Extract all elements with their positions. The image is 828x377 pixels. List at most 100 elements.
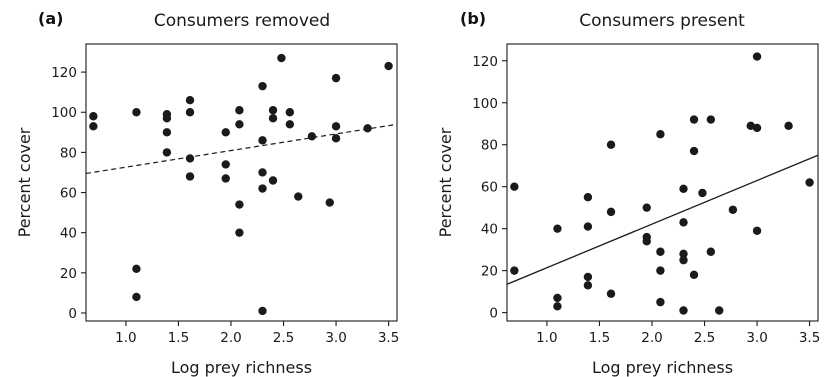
data-point bbox=[583, 192, 593, 202]
data-point bbox=[689, 270, 699, 280]
data-point bbox=[679, 306, 688, 315]
data-point bbox=[698, 188, 707, 198]
data-point bbox=[331, 73, 341, 83]
y-tick-label: 20 bbox=[481, 264, 498, 280]
data-point bbox=[689, 146, 699, 156]
y-tick-label: 80 bbox=[60, 145, 77, 161]
data-point bbox=[656, 247, 665, 256]
data-point bbox=[510, 182, 519, 191]
y-tick-label: 40 bbox=[60, 226, 77, 242]
y-tick-label: 40 bbox=[481, 222, 498, 238]
data-point bbox=[258, 306, 267, 316]
dashed-fit-line bbox=[85, 123, 398, 175]
y-tick-label: 60 bbox=[60, 186, 77, 202]
data-point bbox=[235, 106, 244, 115]
data-point bbox=[89, 112, 98, 121]
y-tick-label: 20 bbox=[60, 266, 77, 282]
data-point bbox=[268, 106, 278, 115]
data-point bbox=[132, 264, 141, 274]
y-axis-label: Percent cover bbox=[436, 127, 455, 237]
data-point bbox=[268, 114, 278, 123]
data-point bbox=[583, 281, 593, 290]
data-point bbox=[689, 115, 699, 124]
solid-fit-line bbox=[506, 154, 819, 285]
x-axis-label: Log prey richness bbox=[592, 358, 733, 377]
data-point bbox=[706, 247, 716, 256]
data-point bbox=[258, 168, 267, 177]
data-point bbox=[784, 121, 793, 131]
data-point bbox=[363, 124, 372, 133]
data-point bbox=[728, 205, 738, 214]
data-point bbox=[715, 306, 724, 315]
y-tick-label: 120 bbox=[472, 54, 498, 70]
data-point bbox=[285, 108, 295, 117]
data-point bbox=[553, 224, 562, 233]
x-tick-label: 1.5 bbox=[168, 330, 189, 346]
data-point bbox=[656, 130, 665, 139]
data-point bbox=[132, 292, 141, 302]
y-axis-label: Percent cover bbox=[15, 127, 34, 237]
panel-b: (b) Consumers present Log prey richness … bbox=[436, 9, 820, 377]
data-point bbox=[235, 228, 244, 237]
data-point bbox=[162, 114, 172, 123]
x-axis-ticks: 1.0 1.5 2.0 2.5 3.0 3.5 bbox=[115, 321, 399, 346]
x-tick-label: 2.5 bbox=[694, 330, 715, 346]
data-point bbox=[221, 128, 230, 137]
data-point bbox=[185, 154, 195, 163]
data-point bbox=[331, 134, 341, 143]
fit-line-group bbox=[85, 123, 398, 175]
x-tick-label: 3.0 bbox=[746, 330, 767, 346]
data-point bbox=[752, 52, 762, 61]
data-point bbox=[656, 266, 665, 275]
data-point bbox=[162, 128, 172, 137]
data-point bbox=[746, 121, 755, 131]
data-point bbox=[185, 108, 195, 117]
x-axis-label: Log prey richness bbox=[171, 358, 312, 377]
y-tick-label: 60 bbox=[481, 180, 498, 196]
x-tick-label: 1.5 bbox=[589, 330, 610, 346]
x-tick-label: 2.5 bbox=[273, 330, 294, 346]
data-point bbox=[805, 178, 814, 187]
data-point bbox=[679, 218, 688, 227]
panel-title: Consumers present bbox=[579, 11, 745, 31]
x-tick-label: 2.0 bbox=[641, 330, 662, 346]
y-axis-ticks: 0 20 40 60 80 100 120 bbox=[51, 65, 86, 322]
data-point bbox=[606, 140, 616, 149]
data-point bbox=[553, 293, 562, 303]
data-point bbox=[331, 122, 341, 131]
x-tick-label: 3.5 bbox=[799, 330, 820, 346]
data-point bbox=[132, 108, 141, 117]
data-point bbox=[89, 122, 98, 131]
data-point bbox=[583, 222, 593, 231]
data-point bbox=[583, 272, 593, 282]
data-point bbox=[162, 148, 172, 157]
x-tick-label: 2.0 bbox=[220, 330, 241, 346]
data-point bbox=[706, 115, 716, 124]
data-point bbox=[258, 81, 267, 91]
data-point bbox=[185, 172, 195, 181]
panel-label: (a) bbox=[38, 9, 63, 28]
data-point bbox=[258, 136, 267, 145]
data-point bbox=[606, 289, 616, 298]
plot-frame bbox=[85, 43, 398, 322]
data-point bbox=[285, 120, 295, 129]
data-point bbox=[294, 192, 303, 201]
x-tick-label: 1.0 bbox=[115, 330, 136, 346]
data-point bbox=[235, 120, 244, 129]
data-point bbox=[752, 123, 762, 133]
x-axis-ticks: 1.0 1.5 2.0 2.5 3.0 3.5 bbox=[536, 321, 820, 346]
data-point bbox=[325, 198, 334, 207]
data-point bbox=[510, 266, 519, 275]
data-point bbox=[679, 184, 688, 193]
y-tick-label: 0 bbox=[68, 306, 77, 322]
data-point bbox=[606, 207, 616, 217]
data-point bbox=[553, 302, 562, 311]
data-point bbox=[221, 174, 230, 183]
panel-a: (a) Consumers removed Log prey richness … bbox=[15, 9, 399, 377]
data-points bbox=[89, 53, 393, 316]
data-point bbox=[277, 53, 286, 63]
data-point bbox=[258, 184, 267, 193]
y-axis-ticks: 0 20 40 60 80 100 120 bbox=[472, 54, 507, 322]
y-tick-label: 0 bbox=[489, 306, 498, 322]
